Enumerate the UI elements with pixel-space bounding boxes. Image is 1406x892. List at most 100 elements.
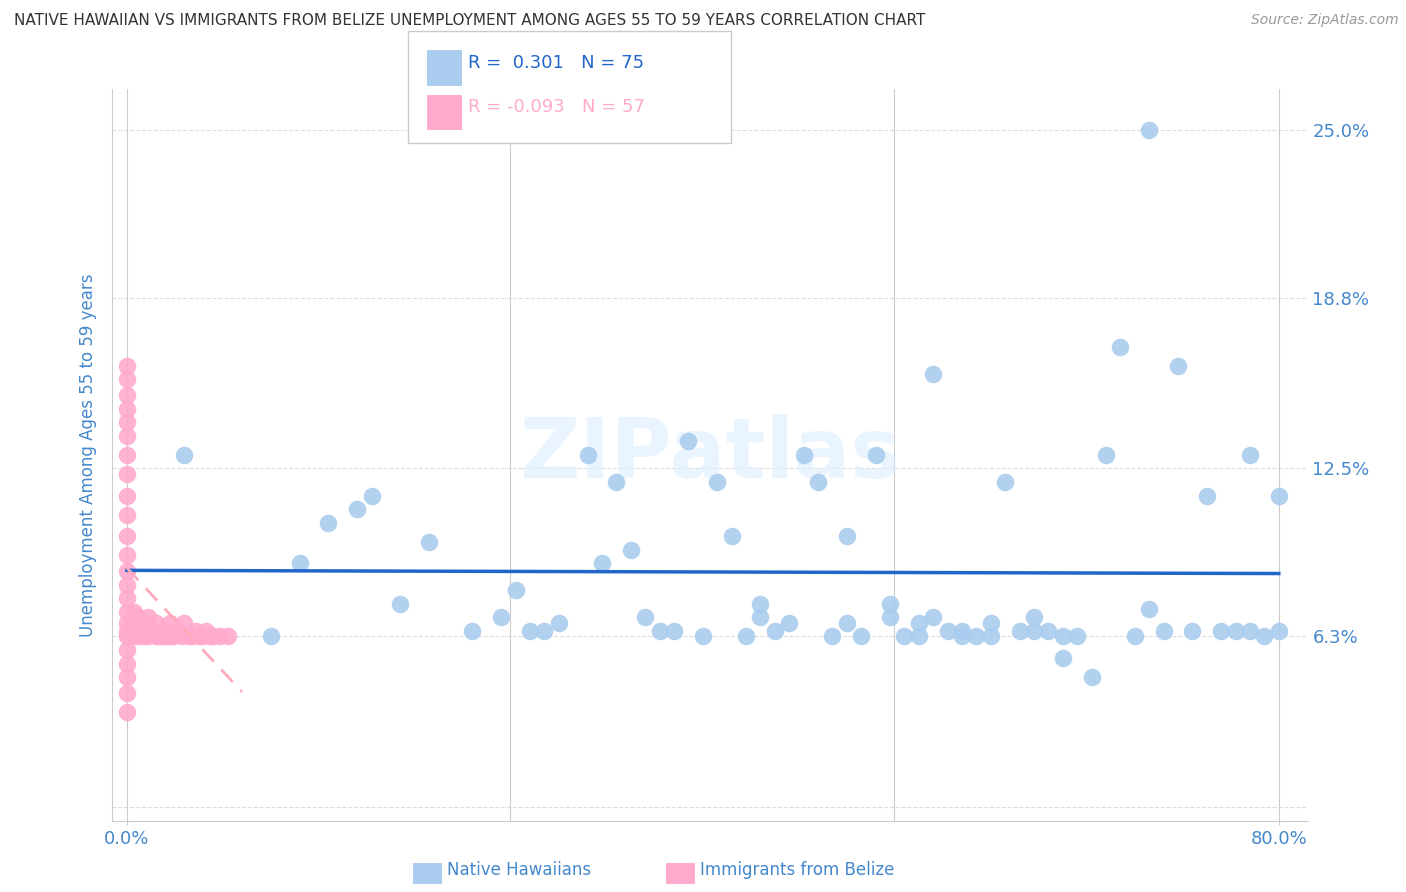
Point bbox=[735, 629, 758, 643]
Point bbox=[115, 629, 138, 643]
Point bbox=[1195, 489, 1218, 503]
Point bbox=[491, 610, 513, 624]
Text: R =  0.301   N = 75: R = 0.301 N = 75 bbox=[468, 54, 644, 71]
Point bbox=[122, 605, 145, 619]
Point bbox=[1109, 340, 1132, 354]
Point bbox=[749, 610, 772, 624]
Point bbox=[115, 605, 138, 619]
Point bbox=[115, 416, 138, 430]
Point bbox=[1239, 448, 1261, 462]
Point bbox=[115, 670, 138, 684]
Point bbox=[138, 629, 160, 643]
Point bbox=[505, 583, 527, 598]
Point bbox=[706, 475, 728, 489]
Point bbox=[720, 529, 742, 543]
Point bbox=[950, 629, 973, 643]
Point bbox=[170, 629, 193, 643]
Point bbox=[1268, 489, 1291, 503]
Point bbox=[115, 643, 138, 657]
Point bbox=[1008, 624, 1031, 638]
Point bbox=[950, 624, 973, 638]
Point bbox=[115, 565, 138, 579]
Point bbox=[1123, 629, 1146, 643]
Point bbox=[115, 372, 138, 386]
Point bbox=[115, 686, 138, 700]
Point bbox=[835, 615, 858, 630]
Point bbox=[142, 624, 165, 638]
Point bbox=[1022, 624, 1045, 638]
Point bbox=[879, 610, 901, 624]
Point bbox=[115, 448, 138, 462]
Point bbox=[865, 448, 887, 462]
Point bbox=[193, 629, 215, 643]
Point bbox=[1137, 123, 1160, 137]
Point bbox=[115, 508, 138, 522]
Point bbox=[129, 624, 152, 638]
Point bbox=[807, 475, 830, 489]
Point bbox=[980, 629, 1002, 643]
Point bbox=[936, 624, 959, 638]
Point bbox=[173, 448, 195, 462]
Point bbox=[202, 629, 225, 643]
Point bbox=[346, 502, 368, 516]
Point bbox=[922, 610, 945, 624]
Point bbox=[893, 629, 915, 643]
Point bbox=[127, 610, 149, 624]
Point bbox=[591, 556, 613, 570]
Point bbox=[605, 475, 627, 489]
Point bbox=[994, 475, 1017, 489]
Point bbox=[115, 657, 138, 671]
Point bbox=[1268, 624, 1291, 638]
Text: R = -0.093   N = 57: R = -0.093 N = 57 bbox=[468, 98, 645, 116]
Point bbox=[115, 706, 138, 720]
Point bbox=[980, 615, 1002, 630]
Point bbox=[187, 629, 209, 643]
Point bbox=[177, 629, 200, 643]
Point bbox=[217, 629, 239, 643]
Point bbox=[1181, 624, 1204, 638]
Point bbox=[200, 629, 222, 643]
Point bbox=[576, 448, 599, 462]
Point bbox=[145, 629, 167, 643]
Point bbox=[907, 629, 929, 643]
Point bbox=[1167, 359, 1189, 373]
Point bbox=[122, 629, 145, 643]
Point bbox=[1066, 629, 1088, 643]
Point bbox=[533, 624, 555, 638]
Point bbox=[209, 629, 232, 643]
Point bbox=[134, 629, 156, 643]
Point bbox=[115, 529, 138, 543]
Point bbox=[1052, 651, 1074, 665]
Point bbox=[115, 591, 138, 606]
Point bbox=[793, 448, 815, 462]
Point bbox=[122, 615, 145, 630]
Point bbox=[115, 401, 138, 416]
Text: Source: ZipAtlas.com: Source: ZipAtlas.com bbox=[1251, 13, 1399, 28]
Point bbox=[115, 429, 138, 443]
Point bbox=[127, 629, 149, 643]
Point bbox=[1239, 624, 1261, 638]
Point bbox=[115, 489, 138, 503]
Point bbox=[648, 624, 671, 638]
Text: ZIPatlas: ZIPatlas bbox=[520, 415, 900, 495]
Point bbox=[1022, 610, 1045, 624]
Point bbox=[965, 629, 987, 643]
Point bbox=[821, 629, 844, 643]
Point bbox=[1211, 624, 1233, 638]
Point bbox=[851, 629, 873, 643]
Point bbox=[763, 624, 786, 638]
Point bbox=[166, 624, 188, 638]
Point bbox=[634, 610, 657, 624]
Point bbox=[519, 624, 541, 638]
Point bbox=[1153, 624, 1175, 638]
Point bbox=[1038, 624, 1060, 638]
Point bbox=[907, 615, 929, 630]
Point bbox=[360, 489, 382, 503]
Point bbox=[389, 597, 412, 611]
Point bbox=[922, 367, 945, 381]
Point bbox=[879, 597, 901, 611]
Point bbox=[418, 534, 440, 549]
Point bbox=[260, 629, 283, 643]
Y-axis label: Unemployment Among Ages 55 to 59 years: Unemployment Among Ages 55 to 59 years bbox=[79, 273, 97, 637]
Point bbox=[1253, 629, 1275, 643]
